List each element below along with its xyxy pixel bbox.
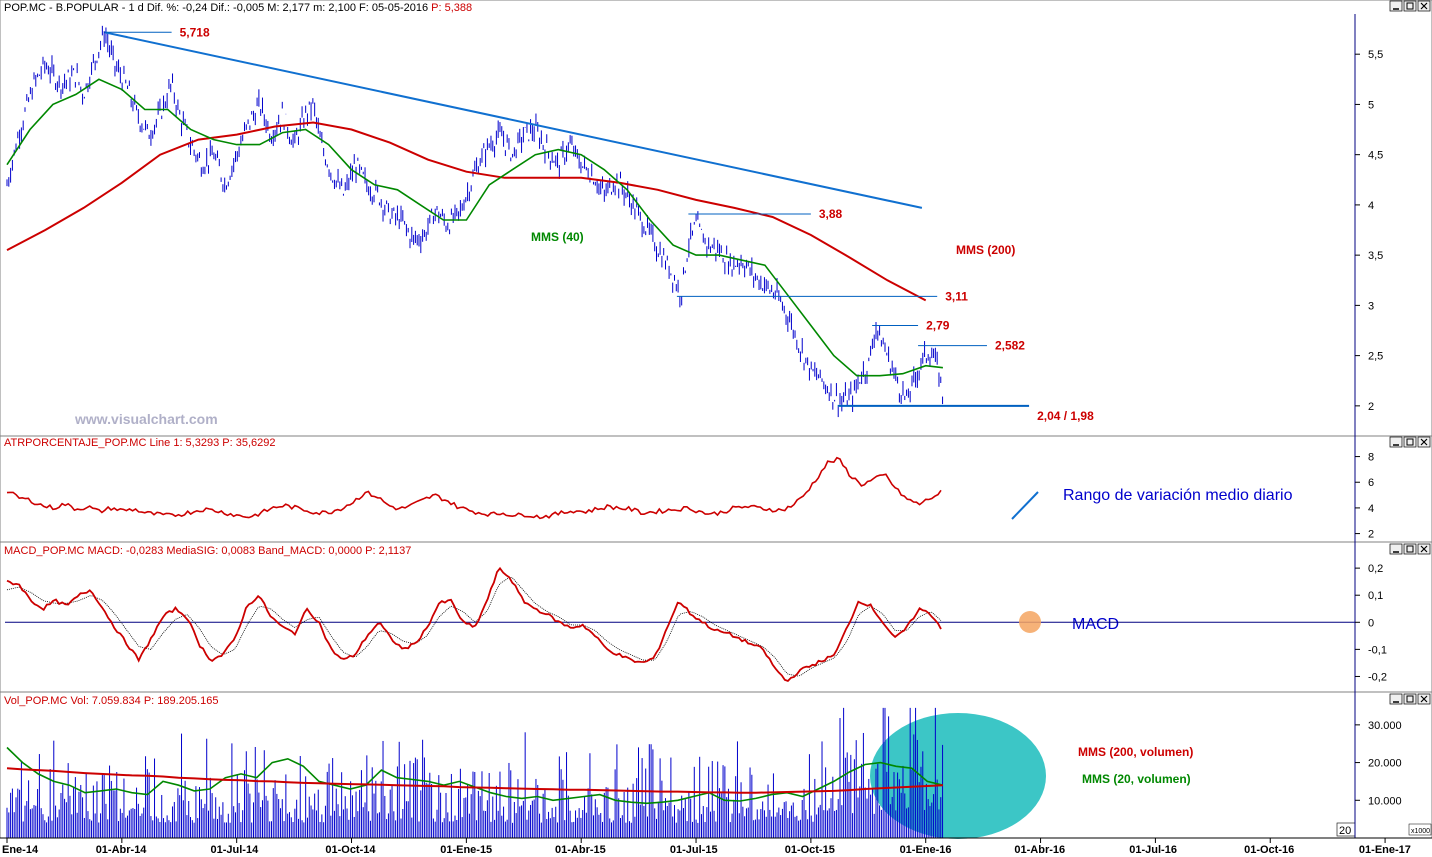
price-panel-frame [0, 0, 1432, 437]
maximize-icon [1406, 695, 1414, 703]
close-icon [1420, 2, 1428, 10]
vol-corner-value: 20 [1339, 825, 1351, 837]
level-label: 3,88 [819, 207, 843, 221]
volume-bars [6, 707, 944, 838]
x-tick-label: 01-Abr-15 [555, 844, 606, 856]
minimize-button [1389, 0, 1403, 12]
atr-panel: ATRPORCENTAJE_POP.MC Line 1: 5,3293 P: 3… [0, 435, 1432, 543]
x-axis: Ene-14 01-Abr-14 01-Jul-14 01-Oct-14 01-Ene-… [2, 838, 1411, 856]
volume-series [6, 707, 1046, 839]
maximize-icon [1406, 438, 1414, 446]
x-tick-label: 01-Ene-15 [440, 844, 492, 856]
price-y-tick-label: 5,5 [1368, 49, 1383, 61]
ma40-line [6, 78, 943, 377]
maximize-button [1403, 0, 1417, 12]
x-tick-label: 01-Jul-16 [1129, 844, 1177, 856]
y-axes: 5,5 5 4,5 4 3,5 3 2,5 2 8 6 4 2 0,2 0,1 0 -0,1 -0,2 30.00… [1355, 49, 1402, 807]
maximize-icon [1406, 2, 1414, 10]
volume-panel: Vol_POP.MC Vol: 7.059.834 P: 189.205.165… [0, 691, 1432, 839]
ma200-line [6, 121, 927, 302]
vol-y-tick-label: 20.000 [1368, 758, 1402, 770]
price-y-tick-label: 5 [1368, 99, 1374, 111]
maximize-icon [1406, 545, 1414, 553]
volume-panel-frame [0, 691, 1432, 839]
maximize-button [1403, 436, 1417, 448]
macd-series [5, 566, 1355, 683]
x-tick-label: 01-Ene-17 [1359, 844, 1411, 856]
level-label: 2,582 [995, 339, 1025, 353]
ma200-label: MMS (200) [956, 243, 1015, 257]
volume-highlight-ellipse [870, 713, 1046, 839]
vol-ma200-label: MMS (200, volumen) [1078, 745, 1193, 759]
x-tick-label: 01-Ene-16 [900, 844, 952, 856]
macd-panel: MACD_POP.MC MACD: -0,0283 MediaSIG: 0,00… [0, 541, 1432, 693]
maximize-button [1403, 693, 1417, 705]
x-tick-label: 01-Abr-14 [96, 844, 148, 856]
atr-annotation: Rango de variación medio diario [1063, 487, 1293, 504]
minimize-button [1389, 543, 1403, 555]
atr-panel-frame [0, 435, 1432, 543]
x-tick-label: Ene-14 [2, 844, 39, 856]
vol-unit-box [1408, 823, 1432, 836]
x-tick-label: 01-Jul-14 [211, 844, 260, 856]
atr-line [6, 456, 942, 520]
minimize-button [1389, 693, 1403, 705]
volume-header: Vol_POP.MC Vol: 7.059.834 P: 189.205.165 [4, 695, 218, 707]
price-y-tick-label: 2 [1368, 401, 1374, 413]
macd-header: MACD_POP.MC MACD: -0,0283 MediaSIG: 0,00… [4, 545, 411, 557]
price-y-tick-label: 4 [1368, 200, 1374, 212]
atr-y-tick-label: 6 [1368, 477, 1374, 489]
close-icon [1420, 438, 1428, 446]
close-icon [1420, 695, 1428, 703]
price-header-text: POP.MC - B.POPULAR - 1 d Dif. %: -0,24 D… [4, 2, 428, 14]
atr-y-tick-label: 4 [1368, 503, 1374, 515]
price-header-value: P: 5,388 [431, 2, 472, 14]
atr-series [6, 456, 1039, 520]
macd-signal-line [6, 576, 942, 677]
macd-annotation: MACD [1072, 616, 1119, 633]
level-label: 2,79 [926, 318, 950, 332]
minimize-button [1389, 436, 1403, 448]
ma40-label: MMS (40) [531, 230, 584, 244]
vol-ma20-label: MMS (20, volumen) [1082, 772, 1191, 786]
vol-y-tick-label: 10.000 [1368, 795, 1402, 807]
price-panel: POP.MC - B.POPULAR - 1 d Dif. %: -0,24 D… [0, 0, 1432, 437]
macd-y-tick-label: -0,2 [1368, 671, 1387, 683]
x-tick-label: 01-Oct-16 [1244, 844, 1294, 856]
maximize-button [1403, 543, 1417, 555]
atr-header: ATRPORCENTAJE_POP.MC Line 1: 5,3293 P: 3… [4, 437, 275, 449]
vol-unit-label: x1000 [1411, 828, 1430, 835]
level-label: 5,718 [180, 25, 210, 39]
macd-y-tick-label: 0,1 [1368, 590, 1383, 602]
atr-y-tick-label: 2 [1368, 529, 1374, 541]
price-y-tick-label: 2,5 [1368, 351, 1383, 363]
x-tick-label: 01-Abr-16 [1014, 844, 1065, 856]
price-y-tick-label: 4,5 [1368, 150, 1383, 162]
macd-y-tick-label: 0,2 [1368, 563, 1383, 575]
price-series: 5,718 3,88 3,11 2,79 2,582 2,04 / 1,98 MMS (40… [6, 25, 1094, 423]
x-tick-label: 01-Oct-15 [785, 844, 835, 856]
level-label: 3,11 [945, 289, 968, 303]
price-header: POP.MC - B.POPULAR - 1 d Dif. %: -0,24 D… [4, 2, 472, 14]
x-tick-label: 01-Jul-15 [670, 844, 718, 856]
macd-y-tick-label: 0 [1368, 617, 1374, 629]
close-icon [1420, 545, 1428, 553]
watermark: www.visualchart.com [74, 411, 218, 427]
price-y-tick-label: 3 [1368, 300, 1374, 312]
atr-trendline [1011, 491, 1039, 520]
x-tick-label: 01-Oct-14 [325, 844, 376, 856]
panel-window-buttons [1389, 0, 1431, 705]
macd-y-tick-label: -0,1 [1368, 644, 1387, 656]
vol-ma200-line [6, 767, 943, 794]
level-label: 2,04 / 1,98 [1037, 409, 1094, 423]
macd-panel-frame [0, 541, 1432, 693]
atr-y-tick-label: 8 [1368, 452, 1374, 464]
macd-line [6, 566, 942, 683]
vol-y-tick-label: 30.000 [1368, 720, 1402, 732]
price-y-tick-label: 3,5 [1368, 250, 1383, 262]
macd-highlight-dot [1019, 611, 1041, 633]
trendline [104, 31, 923, 209]
